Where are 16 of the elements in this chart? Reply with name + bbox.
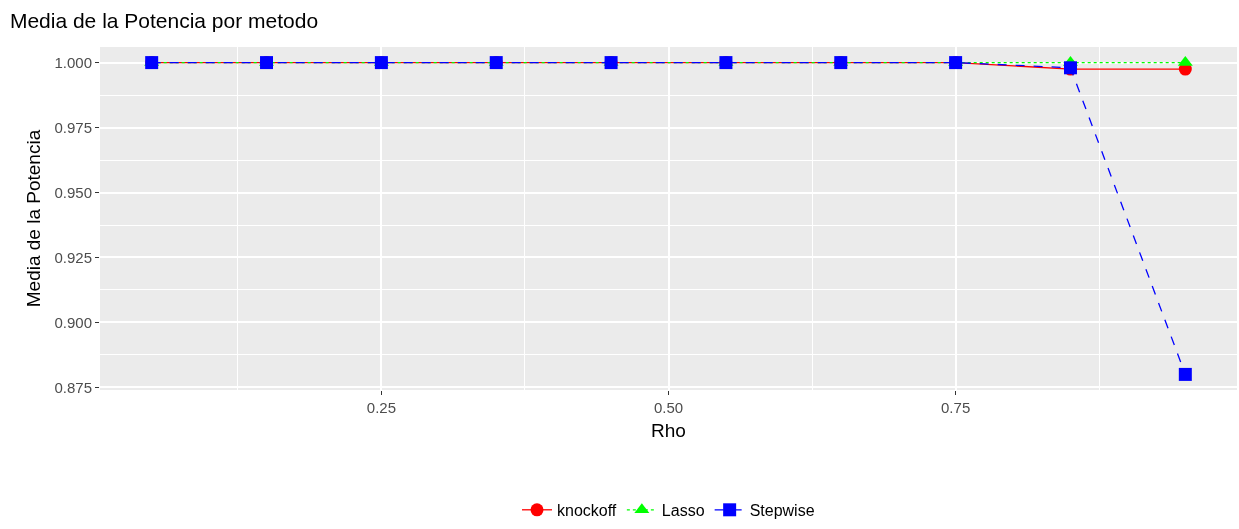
point xyxy=(1178,367,1192,381)
chart-title: Media de la Potencia por metodo xyxy=(9,8,319,32)
legend-label: knockoff xyxy=(557,502,617,520)
y-tick-label: 1.000 xyxy=(54,53,92,71)
y-tick-label: 0.875 xyxy=(54,378,92,396)
y-tick-label: 0.950 xyxy=(54,183,92,201)
y-tick-label: 0.975 xyxy=(54,118,92,136)
y-axis-title: Media de la Potencia xyxy=(23,129,45,308)
legend-label: Stepwise xyxy=(749,502,815,520)
x-tick-label: 0.50 xyxy=(653,399,684,416)
legend-label: Lasso xyxy=(661,502,705,520)
y-tick-label: 0.900 xyxy=(54,313,92,331)
x-tick-label: 0.25 xyxy=(366,399,396,416)
x-axis-title: Rho xyxy=(651,419,686,441)
x-tick-label: 0.75 xyxy=(941,399,971,416)
y-tick-label: 0.925 xyxy=(54,248,92,266)
